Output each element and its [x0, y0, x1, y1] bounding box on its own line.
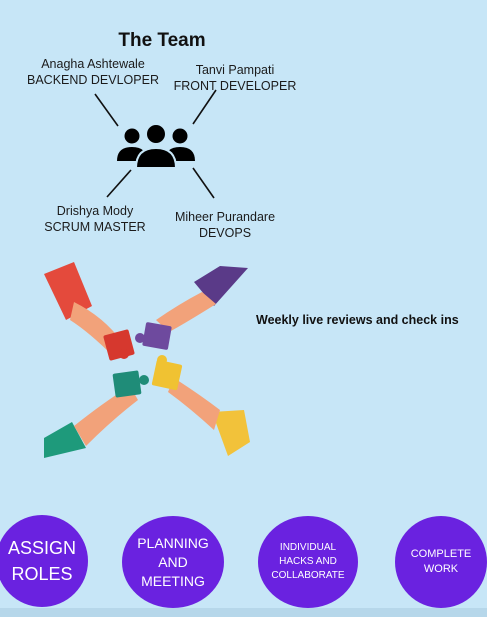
member-miheer: Miheer Purandare DEVOPS [150, 209, 300, 241]
puzzle-yellow [151, 355, 183, 391]
member-role: FRONT DEVELOPER [173, 79, 297, 93]
member-name: Tanvi Pampati [195, 63, 275, 77]
bottom-band [0, 608, 487, 617]
step-assign-roles: ASSIGN ROLES [0, 515, 88, 607]
step-complete-work: COMPLETE WORK [395, 516, 487, 608]
member-anagha: Anagha Ashtewale BACKEND DEVLOPER [8, 56, 178, 88]
team-title: The Team [118, 30, 206, 51]
member-role: SCRUM MASTER [44, 220, 146, 234]
puzzle-purple [135, 322, 172, 350]
puzzle-red [103, 329, 135, 361]
member-name: Miheer Purandare [174, 210, 276, 224]
member-role: DEVOPS [198, 226, 252, 240]
member-role: BACKEND DEVLOPER [27, 73, 159, 87]
member-drishya: Drishya Mody SCRUM MASTER [20, 203, 170, 235]
weekly-reviews-text: Weekly live reviews and check ins [256, 313, 459, 327]
member-name: Anagha Ashtewale [41, 57, 145, 71]
puzzle-teal [112, 370, 149, 398]
member-name: Drishya Mody [56, 204, 134, 218]
connector-lines [94, 89, 217, 199]
member-tanvi: Tanvi Pampati FRONT DEVELOPER [160, 62, 310, 94]
team-diagram [94, 89, 217, 199]
people-group-icon [117, 123, 195, 169]
step-individual-hacks: INDIVIDUAL HACKS AND COLLABORATE [258, 516, 358, 608]
hands-puzzle-illustration [44, 262, 250, 458]
step-planning-meeting: PLANNING AND MEETING [122, 516, 224, 608]
